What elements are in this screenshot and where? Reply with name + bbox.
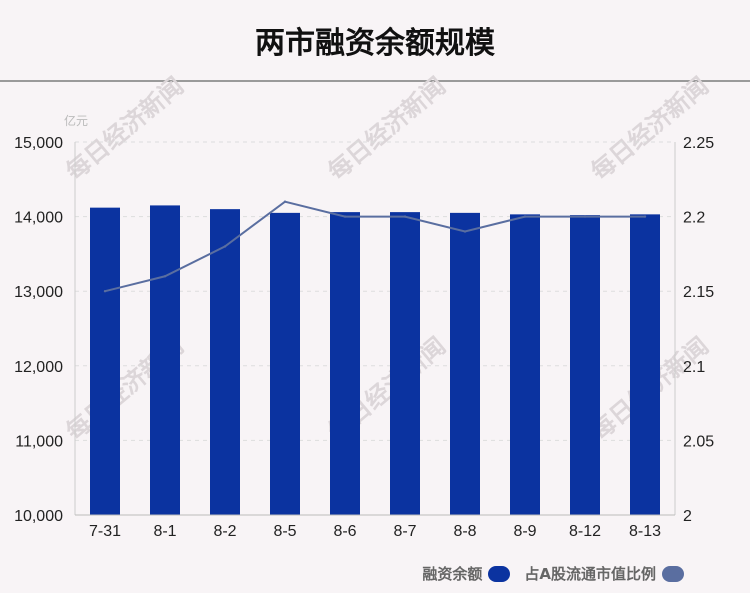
x-tick-label: 8-13 bbox=[629, 523, 661, 540]
legend-label-ratio: 占A股流通市值比例 bbox=[524, 565, 656, 583]
right-tick-label: 2 bbox=[683, 508, 692, 525]
x-tick-label: 8-6 bbox=[333, 523, 356, 540]
bar bbox=[150, 205, 180, 515]
bar bbox=[570, 215, 600, 515]
x-tick-label: 8-5 bbox=[273, 523, 296, 540]
title-divider bbox=[0, 80, 750, 82]
ratio-point bbox=[463, 230, 467, 233]
x-tick-label: 8-2 bbox=[213, 523, 236, 540]
legend-label-balance: 融资余额 bbox=[422, 565, 483, 583]
ratio-point bbox=[523, 215, 527, 218]
bar bbox=[270, 212, 300, 515]
x-tick-label: 7-31 bbox=[89, 523, 121, 540]
bar bbox=[330, 212, 360, 515]
watermark-text: 每日经济新闻 bbox=[585, 71, 714, 186]
left-tick-label: 13,000 bbox=[14, 284, 63, 301]
watermark-text: 每日经济新闻 bbox=[60, 71, 189, 186]
bar bbox=[630, 214, 660, 515]
x-tick-label: 8-8 bbox=[453, 523, 476, 540]
legend-item-ratio: 占A股流通市值比例 bbox=[524, 563, 684, 584]
ratio-point bbox=[583, 215, 587, 218]
left-tick-label: 12,000 bbox=[14, 359, 63, 376]
right-tick-label: 2.25 bbox=[683, 135, 714, 152]
legend: 融资余额 占A股流通市值比例 bbox=[422, 563, 684, 584]
ratio-point bbox=[163, 275, 167, 278]
x-tick-label: 8-9 bbox=[513, 523, 536, 540]
watermark-text: 每日经济新闻 bbox=[322, 71, 451, 186]
right-tick-label: 2.15 bbox=[683, 284, 714, 301]
bar bbox=[390, 212, 420, 515]
right-tick-label: 2.05 bbox=[683, 433, 714, 450]
bar bbox=[90, 207, 120, 515]
bar bbox=[510, 214, 540, 515]
left-tick-label: 10,000 bbox=[14, 508, 63, 525]
ratio-point bbox=[283, 200, 287, 203]
ratio-point bbox=[343, 215, 347, 218]
legend-item-balance: 融资余额 bbox=[422, 563, 511, 584]
x-tick-label: 8-7 bbox=[393, 523, 416, 540]
left-tick-label: 14,000 bbox=[14, 210, 63, 227]
legend-swatch-ratio bbox=[662, 565, 684, 582]
right-tick-label: 2.1 bbox=[683, 359, 705, 376]
left-tick-label: 11,000 bbox=[15, 433, 63, 450]
bar bbox=[210, 209, 240, 515]
ratio-line bbox=[104, 200, 645, 293]
left-tick-label: 15,000 bbox=[14, 135, 63, 152]
ratio-point bbox=[223, 245, 227, 248]
legend-swatch-balance bbox=[488, 565, 511, 582]
ratio-point bbox=[103, 290, 107, 293]
ratio-point bbox=[643, 215, 647, 218]
x-tick-label: 8-1 bbox=[153, 523, 176, 540]
bar bbox=[450, 212, 480, 515]
ratio-point bbox=[403, 215, 407, 218]
right-tick-label: 2.2 bbox=[683, 210, 705, 227]
y-unit-label: 亿元 bbox=[64, 113, 88, 128]
x-tick-label: 8-12 bbox=[569, 523, 601, 540]
chart-title: 两市融资余额规模 bbox=[255, 26, 495, 61]
